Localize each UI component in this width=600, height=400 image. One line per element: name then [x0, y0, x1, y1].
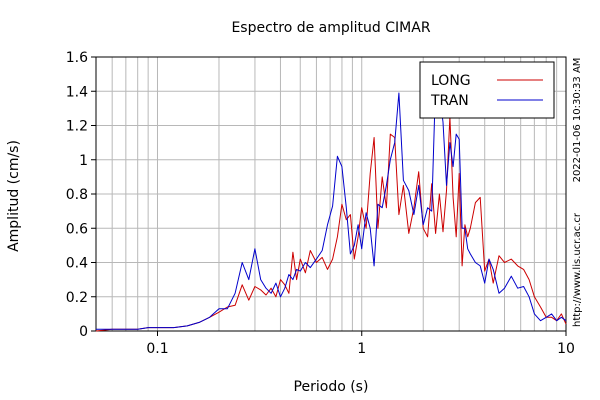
y-tick-label: 0.8 [66, 187, 88, 203]
series-line-tran [96, 82, 567, 330]
y-tick-label: 1.4 [66, 84, 88, 100]
legend-box [419, 61, 555, 119]
timestamp-label: 2022-01-06 10:30:33 AM [572, 58, 583, 183]
x-tick-label: 10 [557, 341, 575, 357]
legend-label-long: LONG [431, 73, 471, 89]
legend-label-tran: TRAN [430, 93, 469, 109]
y-tick-label: 1 [79, 153, 88, 169]
series-layer [95, 82, 567, 332]
x-tick-label: 1 [357, 341, 366, 357]
y-tick-label: 1.2 [66, 119, 88, 135]
x-tick-label: 0.1 [146, 341, 168, 357]
series-line-long [95, 116, 567, 332]
legend: LONG TRAN [419, 61, 555, 119]
y-tick-label: 0.4 [66, 256, 88, 272]
x-axis-title: Periodo (s) [294, 379, 369, 395]
y-axis-ticks: 0 0.2 0.4 0.6 0.8 1 1.2 1.4 1.6 [66, 50, 96, 340]
y-tick-label: 0.6 [66, 221, 88, 237]
source-url-label: http://www.lis.ucr.ac.cr [572, 212, 583, 327]
y-axis-title: Amplitud (cm/s) [6, 140, 22, 252]
x-axis-ticks: 0.1 1 10 [146, 331, 575, 357]
y-tick-label: 1.6 [66, 50, 88, 66]
y-tick-label: 0.2 [66, 290, 88, 306]
chart-title: Espectro de amplitud CIMAR [231, 20, 430, 36]
y-tick-label: 0 [79, 324, 88, 340]
